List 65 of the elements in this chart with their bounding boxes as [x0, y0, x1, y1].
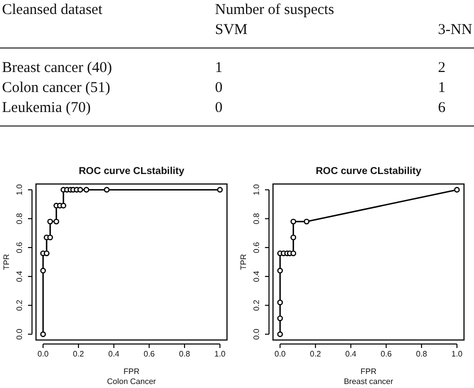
point [84, 186, 90, 193]
x-tick-label: 0.8 [178, 350, 191, 359]
point [47, 218, 54, 224]
point [47, 234, 54, 240]
y-tick-label: 1.0 [252, 184, 261, 196]
x-tick-label: 0.8 [416, 350, 428, 359]
point [277, 268, 283, 274]
point [277, 331, 283, 338]
text: SVM [215, 22, 248, 38]
y-axis-title: TPR [2, 254, 11, 270]
x-tick-label: 1.0 [214, 350, 226, 359]
x-axis-title: FPR [360, 367, 377, 376]
y-tick-label: 0.4 [252, 270, 261, 282]
point [277, 315, 283, 322]
text: 3-NN [438, 22, 472, 38]
x-tick-label: 0.4 [345, 350, 357, 359]
data-label: 1 [438, 80, 446, 96]
point [77, 186, 84, 193]
y-tick-label: 0.2 [15, 299, 24, 311]
category-label: Breast cancer (40) [2, 60, 112, 76]
data-label: 0 [215, 80, 222, 96]
x-tick-label: 0.4 [108, 350, 120, 359]
chart-title: ROC curve CLstability [78, 166, 185, 177]
chart-title: ROC curve CLstability [316, 166, 422, 177]
point [44, 250, 50, 256]
point [277, 300, 283, 306]
y-axis-title: TPR [239, 254, 248, 270]
data-label: 2 [438, 60, 446, 76]
point [40, 268, 46, 274]
data-label: 6 [438, 100, 446, 116]
y-tick-label: 0.6 [15, 241, 24, 254]
data-label: 0 [215, 100, 222, 116]
y-tick-label: 0.8 [15, 212, 24, 224]
y-tick-label: 0.4 [15, 270, 24, 282]
x-tick-label: 0.0 [38, 350, 50, 359]
x-tick-label: 0.2 [310, 350, 322, 359]
point [40, 331, 46, 338]
point [53, 218, 60, 224]
text: Cleansed dataset [2, 2, 104, 18]
x-tick-label: 0.6 [144, 350, 156, 359]
text: Breast cancer [344, 377, 394, 386]
text: Number of suspects [215, 2, 334, 18]
category-label: Leukemia (70) [2, 100, 91, 116]
x-tick-label: 1.0 [451, 350, 464, 359]
y-tick-label: 0.6 [252, 241, 261, 254]
point [304, 218, 310, 224]
point [60, 202, 66, 209]
y-tick-label: 0.2 [252, 299, 261, 311]
point [217, 186, 223, 193]
point [104, 186, 110, 193]
x-tick-label: 0.2 [72, 350, 85, 359]
x-axis-title: FPR [124, 367, 140, 376]
y-tick-label: 1.0 [15, 184, 24, 196]
category-label: Colon cancer (51) [2, 80, 110, 96]
x-tick-label: 0.6 [380, 350, 392, 359]
y-tick-label: 0.0 [252, 328, 261, 340]
point [290, 250, 296, 256]
point [290, 234, 296, 240]
y-tick-label: 0.0 [15, 328, 24, 340]
point [290, 218, 296, 224]
data-label: 1 [215, 60, 222, 76]
x-tick-label: 0.0 [274, 350, 286, 359]
y-tick-label: 0.8 [252, 212, 261, 224]
point [454, 186, 460, 193]
text: Colon Cancer [107, 377, 156, 386]
